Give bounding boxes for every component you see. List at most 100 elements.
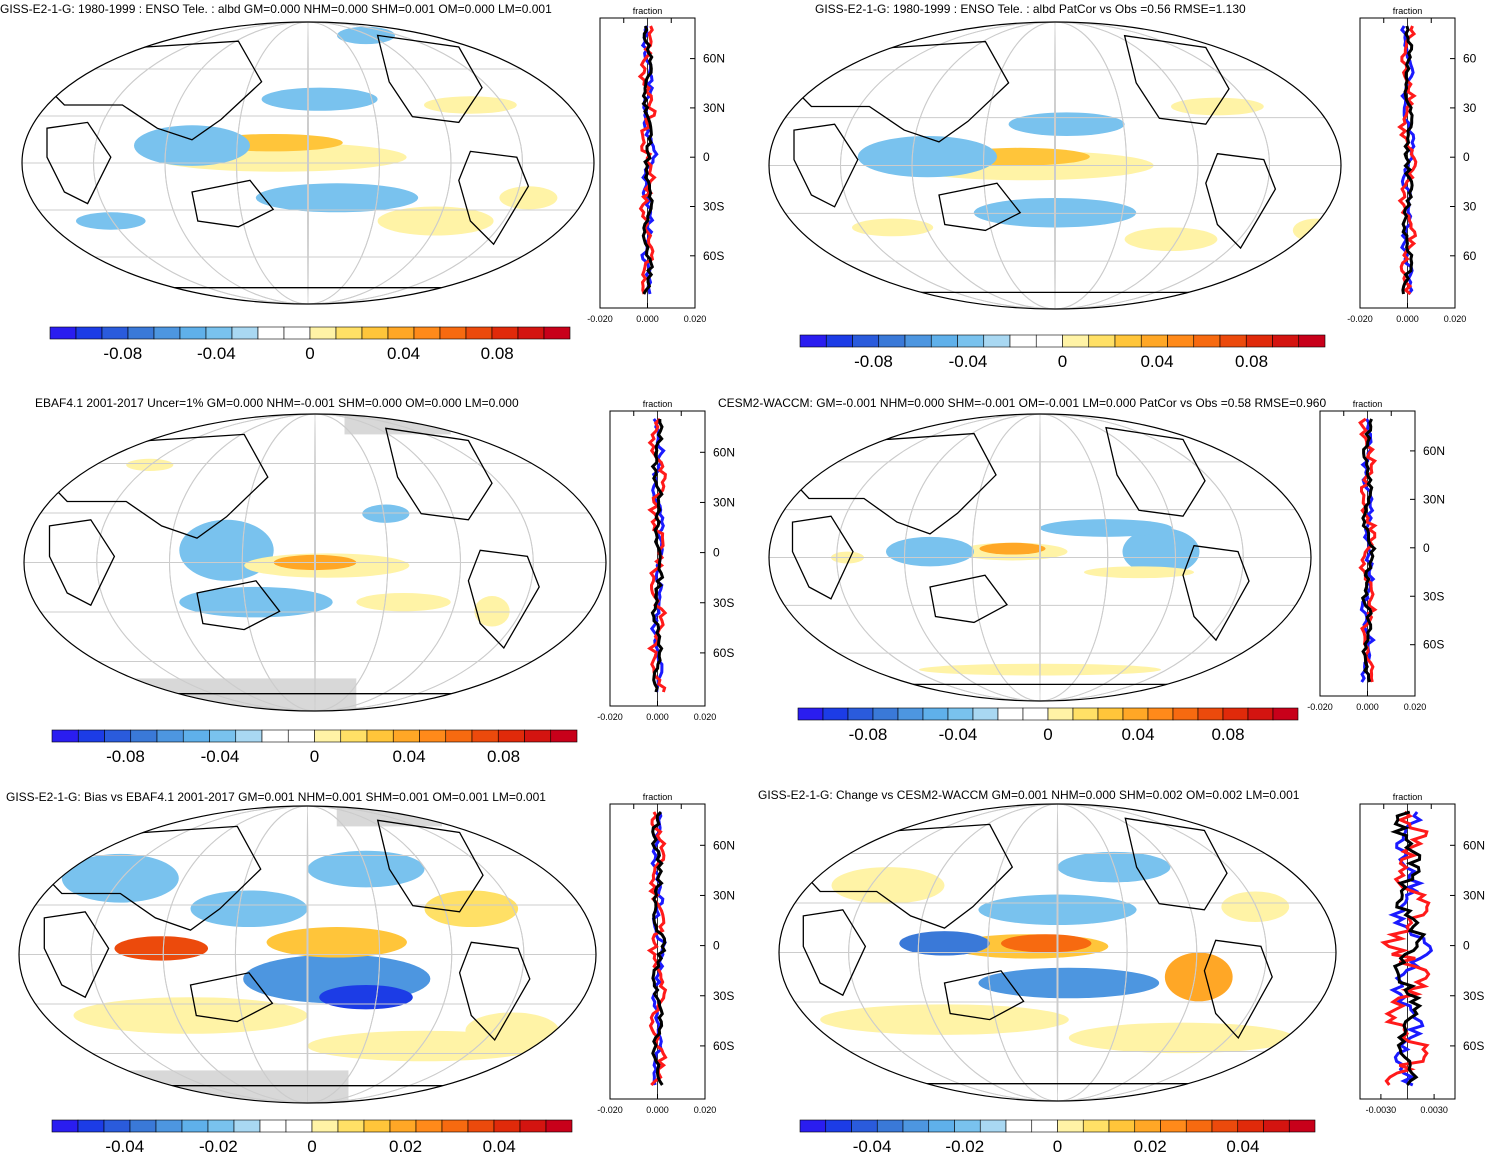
meridian (241, 414, 389, 711)
coastline (1124, 817, 1228, 911)
map-field (24, 414, 606, 711)
colorbar-swatch (524, 729, 552, 743)
colorbar-swatch (1197, 707, 1224, 721)
mean-profile (1390, 810, 1427, 1086)
anomaly-patch (465, 1012, 560, 1050)
coastline (1203, 939, 1273, 1039)
colorbar-swatch (928, 1119, 955, 1133)
colorbar-swatch (156, 729, 184, 743)
coastline (802, 909, 867, 997)
lat-tick-label: 30S (713, 989, 734, 1003)
anomaly-patch (134, 125, 250, 166)
meridian (848, 804, 1267, 1101)
colorbar-swatch (825, 334, 853, 348)
colorbar-swatch (1298, 334, 1326, 348)
colorbar-swatch (77, 729, 105, 743)
coastline (458, 941, 531, 1041)
colorbar-swatch (1193, 334, 1221, 348)
map (21, 21, 595, 305)
x-tick-label: -0.020 (597, 712, 623, 722)
colorbar-swatch (922, 707, 949, 721)
colorbar-label: -0.04 (105, 1137, 144, 1153)
colorbar-swatch (1272, 707, 1299, 721)
coastline (929, 574, 1008, 624)
colorbar-swatch (335, 326, 363, 340)
colorbar-label: 0 (1053, 1137, 1062, 1153)
meridian (234, 806, 381, 1103)
meridian (236, 22, 380, 304)
coastline (1182, 544, 1250, 642)
colorbar-label: 0.08 (1235, 352, 1268, 371)
anomaly-patch (319, 985, 413, 1010)
anomaly-patch (76, 212, 146, 230)
anomaly-patch (820, 1004, 1069, 1035)
anomaly-patch (899, 931, 990, 956)
anomaly-patch (1001, 934, 1092, 953)
mean-profile (1401, 25, 1414, 295)
colorbar-label: 0.04 (1226, 1137, 1259, 1153)
colorbar-swatch (1047, 707, 1074, 721)
colorbar-label: 0.08 (487, 747, 520, 766)
lat-tick-label: 60S (703, 249, 724, 263)
anomaly-patch (114, 936, 209, 961)
mean-profile (650, 418, 665, 693)
anomaly-patch (261, 87, 378, 111)
colorbar-swatch (155, 1119, 183, 1133)
anomaly-patch (424, 890, 519, 928)
colorbar-swatch (1172, 707, 1199, 721)
colorbar-swatch (545, 1119, 573, 1133)
anomaly-patch (61, 853, 179, 903)
x-tick-label: 0.000 (1356, 702, 1379, 712)
x-tick-label: -0.0030 (1366, 1105, 1397, 1115)
meridian (911, 22, 1199, 309)
lat-tick-label: 30N (713, 888, 735, 902)
colorbar-swatch (207, 1119, 235, 1133)
colorbar-swatch (904, 334, 932, 348)
coastline (48, 519, 116, 607)
colorbar-swatch (129, 1119, 157, 1133)
meridian (314, 414, 316, 711)
colorbar-swatch (1245, 334, 1273, 348)
colorbar-swatch (1097, 707, 1124, 721)
colorbar: -0.04 -0.02 0 0.02 0.04 (799, 1119, 1316, 1153)
colorbar-swatch (1247, 707, 1274, 721)
colorbar-label: -0.08 (103, 344, 142, 363)
colorbar-label: -0.08 (854, 352, 893, 371)
anomaly-patch (1292, 218, 1340, 243)
colorbar-swatch (77, 1119, 105, 1133)
lat-tick-label: 30 (1463, 101, 1477, 115)
map-field (769, 22, 1341, 309)
meridian (90, 806, 525, 1103)
colorbar-swatch (314, 729, 342, 743)
model-profile (646, 811, 668, 1087)
meridian (96, 414, 534, 711)
colorbar: -0.08 -0.04 0 0.04 0.08 (799, 334, 1326, 371)
anomaly-patch (377, 206, 494, 236)
colorbar-label: 0.04 (483, 1137, 516, 1153)
colorbar-swatch (101, 326, 129, 340)
meridian (1054, 22, 1056, 309)
colorbar-swatch (822, 707, 849, 721)
lat-tick-label: 30S (1463, 989, 1484, 1003)
missing-data-region (344, 414, 451, 435)
meridian (164, 22, 452, 304)
coastline (793, 123, 859, 208)
colorbar-swatch (1140, 334, 1168, 348)
coastline (785, 823, 1014, 929)
meridian (840, 22, 1270, 309)
meridian (169, 414, 461, 711)
colorbar-label: 0 (307, 1137, 316, 1153)
coastline (775, 40, 1010, 143)
colorbar-swatch (285, 1119, 313, 1133)
colorbar-swatch (1009, 334, 1037, 348)
colorbar-swatch (49, 326, 77, 340)
profile-axis-label: fraction (1353, 399, 1383, 409)
meridian (306, 806, 309, 1103)
panel-title: GISS-E2-1-G: Bias vs EBAF4.1 2001-2017 G… (6, 790, 546, 804)
meridian (917, 804, 1198, 1101)
lat-tick-label: 0 (713, 939, 720, 953)
map (23, 413, 607, 712)
x-tick-label: 0.020 (694, 712, 717, 722)
panel-title: EBAF4.1 2001-2017 Uncer=1% GM=0.000 NHM=… (35, 396, 519, 410)
colorbar-swatch (337, 1119, 365, 1133)
